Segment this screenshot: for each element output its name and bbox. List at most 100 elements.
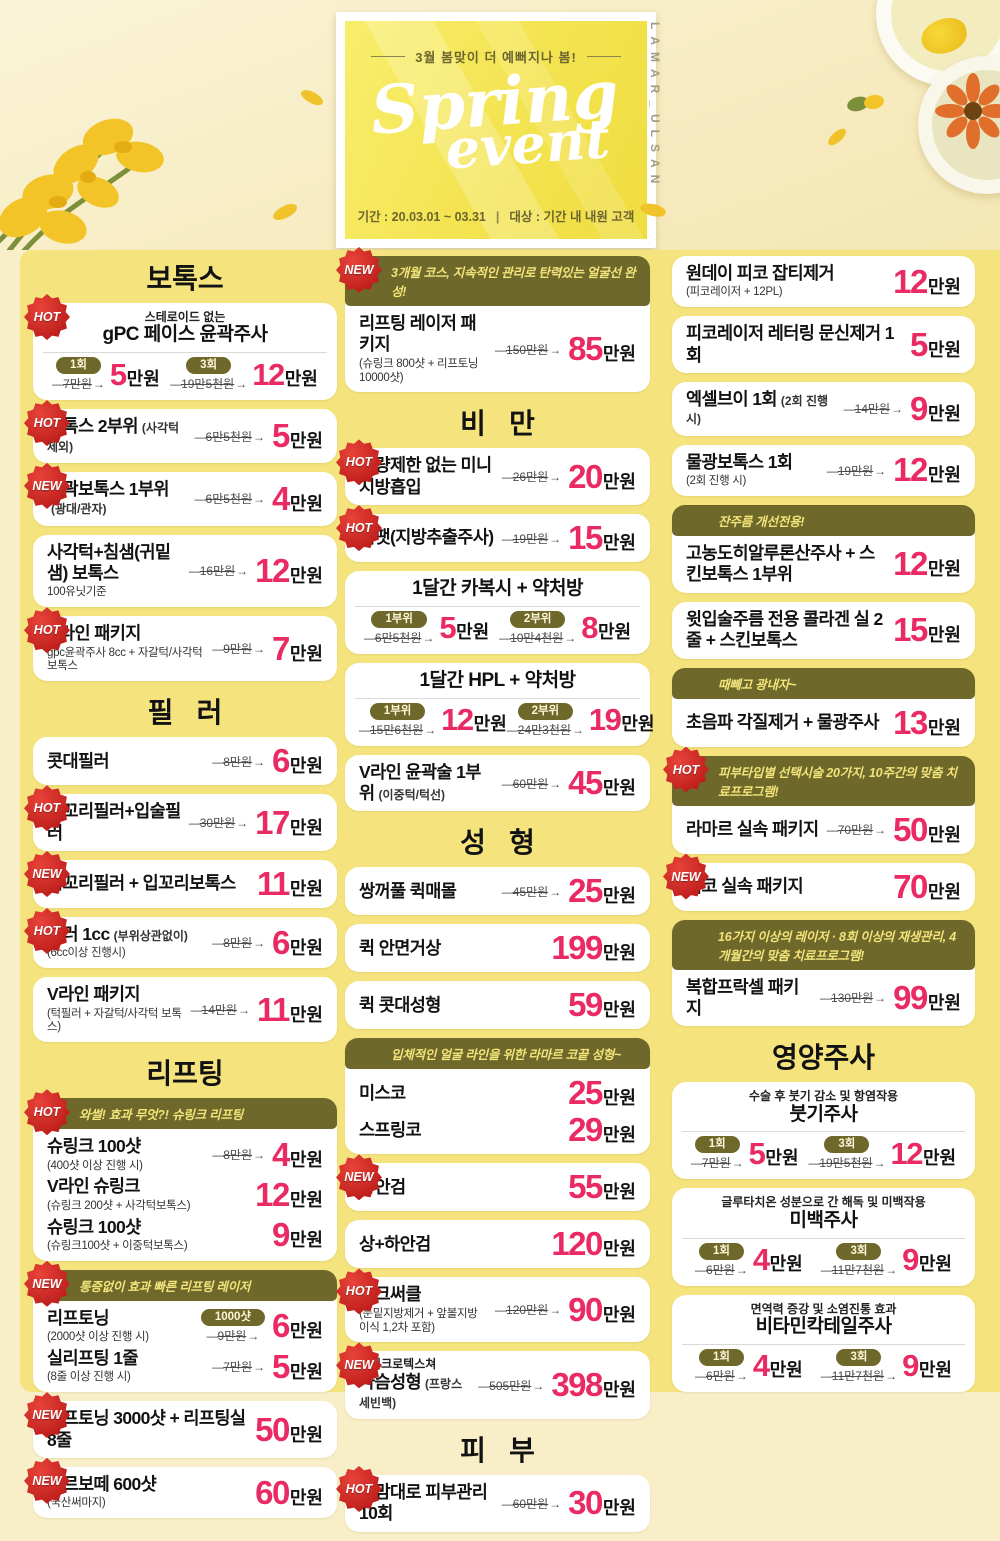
price-item: 엑셀브이 1회(2회 진행 시) 14만원 9만원 [686,389,961,429]
price-unit: 만원 [289,1424,323,1445]
price-option: 3회 11만7천원 9만원 [821,1348,952,1384]
dual-price-row: 1부위15만6천원12만원2부위24만3천원19만원 [359,702,655,739]
old-price-value: 15만6천원 [370,722,424,737]
item-price-area: 25 만원 [568,1076,636,1110]
price-value: 4 만원 [272,1138,323,1172]
petal-icon [270,201,300,223]
count-pill: 3회 [824,1136,870,1154]
arrow-right-icon [884,1369,897,1383]
price-unit: 만원 [927,276,961,297]
price-card: 상+하안검 120 만원 [345,1220,650,1269]
price-value: 15 만원 [568,521,636,555]
price-unit: 만원 [769,1254,803,1275]
count-pill: 1회 [56,357,102,375]
item-price-area: 8만원 6만원 [212,744,323,778]
item-info: 용량제한 없는 미니지방흡입 [359,455,494,498]
price-number: 50 [255,1410,290,1448]
price-card: 입체적인 얼굴 라인을 위한 라마르 코끝 성형~ 미스코 25 만원 스프링코 29 만원 [345,1038,650,1155]
price-item: 슈링크 100샷 (슈링크100샷 + 이중턱보톡스) 9 만원 [47,1217,323,1254]
old-price-value: 45만원 [512,884,549,899]
price-card: 1달간 카복시 + 약처방1부위6만5천원5만원2부위10만4천원8만원 [345,571,650,654]
item-title-line: 슈링크 100샷 [47,1217,187,1238]
price-item: 다크써클(눈밑지방제거 + 앞볼지방이식 1,2차 포함)120만원90만원 [359,1284,636,1335]
item-title-line: 윤곽보톡스 1부위 (광대/관자) [47,479,187,519]
item-info: 쌍꺼풀 퀵매몰 [359,881,457,902]
price-unit: 만원 [602,344,636,365]
item-subtitle: (국산써마지) [47,1497,106,1510]
price-item: 내맘대로 피부관리 10회60만원30만원 [359,1482,636,1525]
item-price-area: 26만원 20만원 [502,460,636,494]
price-compare: 19만원 [502,530,561,547]
price-compare: 1회6만원 [695,1242,748,1278]
item-title: 입꼬리필러+입술필러 [47,801,181,843]
item-title-line: 피코 실속 패키지 [686,876,804,897]
price-value: 12 만원 [890,1138,956,1170]
arrow-right-icon [252,492,265,506]
price-item: 퀵 콧대성형 59 만원 [359,988,636,1022]
item-description: 수술 후 붓기 감소 및 항염작용 [748,1089,899,1104]
price-item: 보톡스 2부위(사각턱 제외) 6만5천원 5만원 [47,416,323,456]
old-price: 30만원 [189,814,248,831]
item-title-line: 복합프락셀 패키지 [686,977,812,1020]
price-value: 15 만원 [893,613,961,647]
price-unit: 만원 [289,937,323,958]
item-price-area: 13 만원 [893,706,961,740]
count-pill: 1회 [698,1348,744,1366]
price-item: 상안검 55 만원 [359,1170,636,1204]
old-price: 9만원 [212,640,265,657]
item-title-line: 미스코 [359,1083,406,1104]
item-title-line: 실리프팅 1줄 [47,1348,139,1369]
price-number: 6 [272,1307,290,1345]
item-title-line: V라인 패키지 [47,984,183,1005]
price-value: 11 만원 [257,867,323,901]
old-price: 7만원 [691,1154,744,1171]
price-number: 6 [272,923,290,961]
section-title: 리프팅 [146,1058,224,1090]
item-title-line: U라인 패키지 [47,623,204,644]
price-card: 글루타치온 성분으로 간 해독 및 미백작용미백주사1회6만원4만원3회11만7… [672,1188,975,1286]
price-value: 17 만원 [255,806,323,840]
card-center-header: 스테로이드 없는 gPC 페이스 윤곽주사 [43,310,327,354]
price-value: 9 만원 [902,1244,952,1276]
item-title-line: 쌍꺼풀 퀵매몰 [359,881,457,902]
price-unit: 만원 [602,1304,636,1325]
old-price-value: 11만7천원 [831,1368,885,1383]
price-unit: 만원 [602,1125,636,1146]
price-unit: 만원 [289,1230,323,1251]
arrow-right-icon [234,377,247,391]
old-price: 70만원 [827,821,886,838]
item-title-line: 엑셀브이 1회 (2회 진행 시) [686,389,836,429]
item-title: 비타민칵테일주사 [755,1315,892,1337]
price-unit: 만원 [289,431,323,452]
price-number: 12 [441,702,474,738]
item-title: gPC 페이스 윤곽주사 [102,324,268,346]
price-compare: 6만5천원 [195,428,265,445]
price-item: 초음파 각질제거 + 물광주사 13 만원 [686,706,961,740]
item-info: V라인 패키지 (턱필러 + 자갈턱/사각턱 보톡스) [47,984,183,1035]
item-info: 피코 실속 패키지 [686,876,804,897]
item-title: 상+하안검 [359,1233,431,1254]
old-price-value: 19만원 [512,531,549,546]
item-title-line: 보톡스 2부위 (사각턱 제외) [47,416,187,456]
price-value: 8 만원 [581,612,631,644]
column-2: NEW 3개월 코스, 지속적인 관리로 탄력있는 얼굴선 완성! 리프팅 레이저 … [336,247,655,1541]
old-price: 19만원 [827,462,886,479]
price-unit: 만원 [602,1088,636,1109]
item-price-area: 12 만원 [893,547,961,581]
arrow-right-icon [872,1156,885,1170]
price-unit: 만원 [765,1147,799,1168]
arrow-right-icon [246,1329,259,1343]
price-number: 13 [893,703,928,741]
arrow-right-icon [252,430,265,444]
price-value: 4 만원 [272,482,323,516]
price-card: 윗입술주름 전용 콜라겐 실 2줄 + 스킨보톡스 15 만원 [672,601,975,659]
side-watermark: LAMAR_ULSAN [648,22,662,191]
price-unit: 만원 [927,559,961,580]
section-title: 필 러 [147,697,223,729]
old-price: 11만7천원 [821,1261,897,1278]
count-pill: 3회 [186,357,232,375]
